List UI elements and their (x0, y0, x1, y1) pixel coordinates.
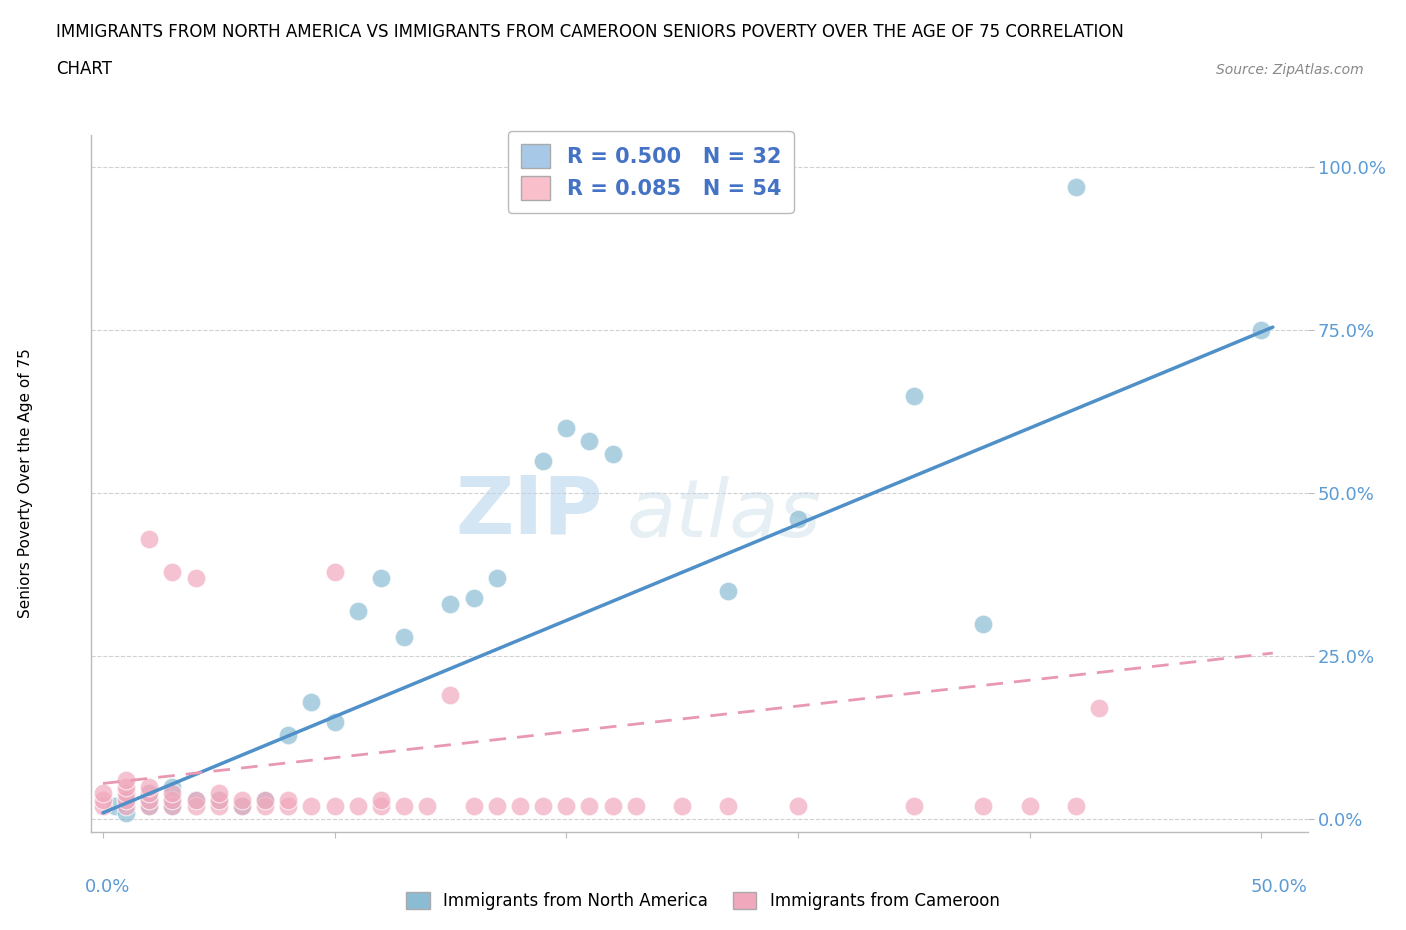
Point (370, 799, 392, 814)
Point (301, 799, 323, 814)
Point (555, 799, 578, 814)
Point (162, 799, 184, 814)
Point (254, 792, 277, 807)
Point (370, 571, 392, 586)
Point (254, 792, 277, 807)
Point (277, 792, 299, 807)
Point (115, 805, 138, 820)
Point (602, 446, 624, 461)
Point (972, 799, 994, 814)
Text: Source: ZipAtlas.com: Source: ZipAtlas.com (1216, 63, 1364, 77)
Point (531, 799, 554, 814)
Point (323, 565, 346, 579)
Point (323, 714, 346, 729)
Point (277, 727, 299, 742)
Legend: R = 0.500   N = 32, R = 0.085   N = 54: R = 0.500 N = 32, R = 0.085 N = 54 (508, 131, 793, 213)
Point (301, 695, 323, 710)
Point (231, 799, 253, 814)
Point (1018, 799, 1040, 814)
Point (103, 799, 125, 814)
Text: CHART: CHART (56, 60, 112, 78)
Point (624, 799, 647, 814)
Point (787, 799, 810, 814)
Point (463, 799, 485, 814)
Point (1064, 799, 1087, 814)
Point (138, 786, 160, 801)
Point (208, 786, 231, 801)
Point (91, 786, 114, 801)
Point (208, 792, 231, 807)
Point (254, 799, 277, 814)
Point (162, 779, 184, 794)
Point (346, 604, 368, 618)
Point (717, 799, 740, 814)
Point (602, 799, 624, 814)
Point (138, 532, 160, 547)
Point (138, 779, 160, 794)
Text: ZIP: ZIP (456, 472, 602, 551)
Point (115, 799, 138, 814)
Point (416, 799, 439, 814)
Text: atlas: atlas (627, 476, 821, 554)
Text: Seniors Poverty Over the Age of 75: Seniors Poverty Over the Age of 75 (18, 349, 32, 618)
Point (531, 453, 554, 468)
Point (138, 799, 160, 814)
Point (370, 792, 392, 807)
Point (208, 792, 231, 807)
Point (485, 571, 508, 586)
Point (903, 388, 925, 403)
Point (184, 792, 207, 807)
Text: IMMIGRANTS FROM NORTH AMERICA VS IMMIGRANTS FROM CAMEROON SENIORS POVERTY OVER T: IMMIGRANTS FROM NORTH AMERICA VS IMMIGRA… (56, 23, 1125, 41)
Point (972, 617, 994, 631)
Point (162, 799, 184, 814)
Point (162, 792, 184, 807)
Text: 50.0%: 50.0% (1251, 878, 1308, 896)
Point (578, 799, 600, 814)
Point (1088, 701, 1111, 716)
Point (184, 571, 207, 586)
Point (509, 799, 531, 814)
Point (91, 792, 114, 807)
Point (138, 786, 160, 801)
Point (463, 591, 485, 605)
Point (323, 799, 346, 814)
Point (231, 792, 253, 807)
Point (115, 792, 138, 807)
Point (787, 512, 810, 527)
Point (392, 630, 415, 644)
Point (578, 433, 600, 448)
Point (346, 799, 368, 814)
Point (717, 584, 740, 599)
Point (138, 792, 160, 807)
Point (184, 792, 207, 807)
Point (115, 786, 138, 801)
Point (555, 420, 578, 435)
Point (231, 799, 253, 814)
Point (485, 799, 508, 814)
Point (671, 799, 693, 814)
Legend: Immigrants from North America, Immigrants from Cameroon: Immigrants from North America, Immigrant… (399, 885, 1007, 917)
Point (162, 792, 184, 807)
Point (162, 786, 184, 801)
Point (115, 779, 138, 794)
Point (903, 799, 925, 814)
Point (115, 773, 138, 788)
Point (277, 799, 299, 814)
Point (138, 792, 160, 807)
Point (91, 799, 114, 814)
Point (162, 565, 184, 579)
Point (115, 792, 138, 807)
Point (184, 799, 207, 814)
Point (1064, 179, 1087, 194)
Point (392, 799, 415, 814)
Point (439, 597, 461, 612)
Text: 0.0%: 0.0% (86, 878, 131, 896)
Point (439, 688, 461, 703)
Point (1250, 323, 1272, 338)
Point (208, 799, 231, 814)
Point (138, 799, 160, 814)
